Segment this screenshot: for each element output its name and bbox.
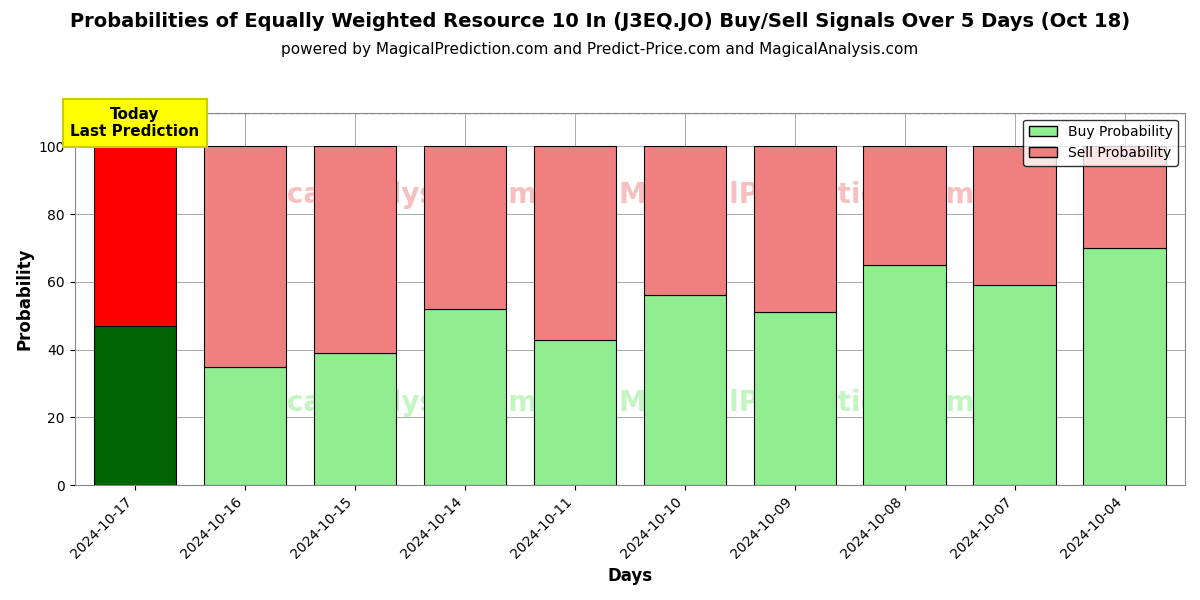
Text: MagicalAnalysis.com: MagicalAnalysis.com — [211, 181, 538, 209]
Bar — [643, 295, 726, 485]
Bar — [94, 326, 176, 485]
Text: Probabilities of Equally Weighted Resource 10 In (J3EQ.JO) Buy/Sell Signals Over: Probabilities of Equally Weighted Resour… — [70, 12, 1130, 31]
Bar — [534, 146, 616, 340]
Bar — [643, 146, 726, 295]
Bar — [313, 146, 396, 353]
X-axis label: Days: Days — [607, 567, 653, 585]
Bar — [1084, 146, 1165, 248]
Bar — [424, 309, 506, 485]
Bar — [754, 313, 836, 485]
Bar — [1084, 248, 1165, 485]
Bar — [424, 146, 506, 309]
Text: MagicalAnalysis.com: MagicalAnalysis.com — [211, 389, 538, 417]
Text: powered by MagicalPrediction.com and Predict-Price.com and MagicalAnalysis.com: powered by MagicalPrediction.com and Pre… — [281, 42, 919, 57]
Y-axis label: Probability: Probability — [16, 248, 34, 350]
Bar — [973, 286, 1056, 485]
Text: Today
Last Prediction: Today Last Prediction — [71, 107, 199, 139]
Bar — [864, 265, 946, 485]
Bar — [864, 146, 946, 265]
Bar — [534, 340, 616, 485]
Text: MagicalPrediction.com: MagicalPrediction.com — [618, 389, 974, 417]
Bar — [204, 367, 287, 485]
Bar — [204, 146, 287, 367]
Bar — [94, 146, 176, 326]
Bar — [313, 353, 396, 485]
Bar — [754, 146, 836, 313]
Legend: Buy Probability, Sell Probability: Buy Probability, Sell Probability — [1024, 119, 1178, 166]
Text: MagicalPrediction.com: MagicalPrediction.com — [618, 181, 974, 209]
Bar — [973, 146, 1056, 286]
